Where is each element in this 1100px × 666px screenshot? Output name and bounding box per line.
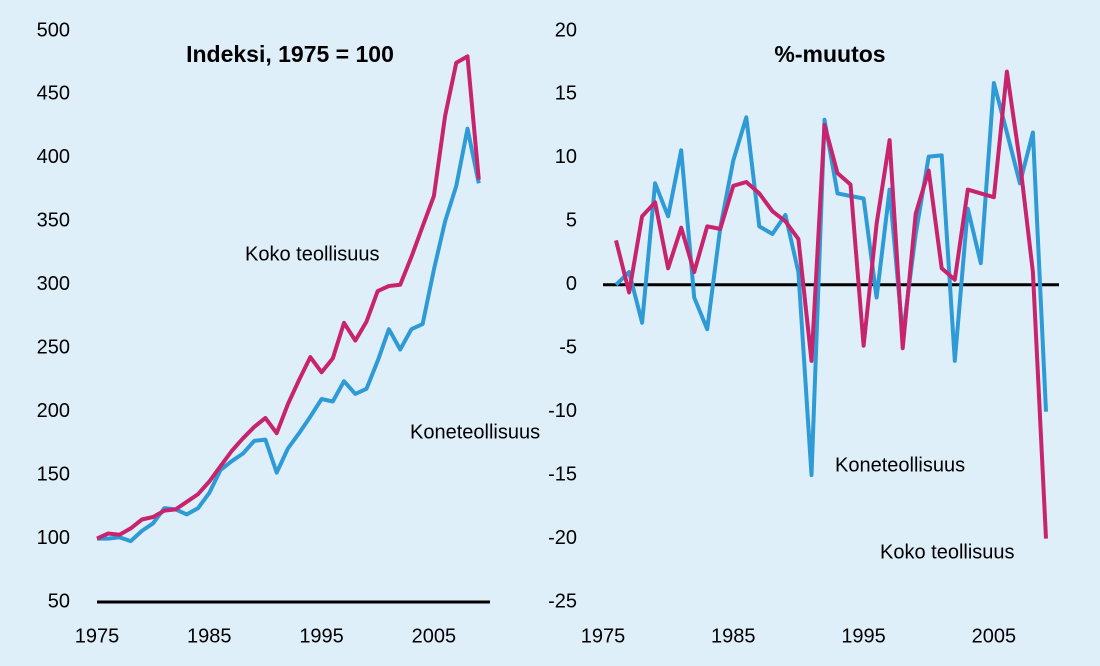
chart-title: Indeksi, 1975 = 100 <box>186 41 394 67</box>
y-tick-label: 50 <box>48 590 70 612</box>
series-line <box>614 69 1048 539</box>
series-line <box>97 126 481 544</box>
y-tick-label: 350 <box>37 210 70 232</box>
x-tick-label: 1985 <box>711 625 756 647</box>
series-label: Koko teollisuus <box>245 243 380 265</box>
x-tick-label: 1975 <box>581 625 626 647</box>
chart-title: %-muutos <box>774 41 885 67</box>
y-tick-label: 20 <box>555 19 577 41</box>
series-label: Koneteollisuus <box>835 454 965 476</box>
y-tick-label: 400 <box>37 146 70 168</box>
y-tick-label: 450 <box>37 83 70 105</box>
y-tick-label: 150 <box>37 463 70 485</box>
x-tick-label: 2005 <box>972 625 1017 647</box>
y-tick-label: 5 <box>566 210 577 232</box>
series-line <box>96 54 481 541</box>
series-label: Koneteollisuus <box>410 421 540 443</box>
y-tick-label: 10 <box>555 146 577 168</box>
x-tick-label: 2005 <box>412 625 457 647</box>
x-tick-label: 1975 <box>75 625 120 647</box>
x-tick-label: 1995 <box>841 625 886 647</box>
y-tick-label: -5 <box>559 337 577 359</box>
y-tick-label: 0 <box>566 273 577 295</box>
y-tick-label: 15 <box>555 83 577 105</box>
y-tick-label: -25 <box>548 590 577 612</box>
y-tick-label: 200 <box>37 400 70 422</box>
y-tick-label: -20 <box>548 527 577 549</box>
y-tick-label: 250 <box>37 337 70 359</box>
x-tick-label: 1985 <box>187 625 232 647</box>
series-label: Koko teollisuus <box>880 541 1015 563</box>
y-tick-label: 100 <box>37 527 70 549</box>
y-tick-label: -15 <box>548 463 577 485</box>
x-tick-label: 1995 <box>299 625 344 647</box>
y-tick-label: 500 <box>37 19 70 41</box>
y-tick-label: 300 <box>37 273 70 295</box>
y-tick-label: -10 <box>548 400 577 422</box>
